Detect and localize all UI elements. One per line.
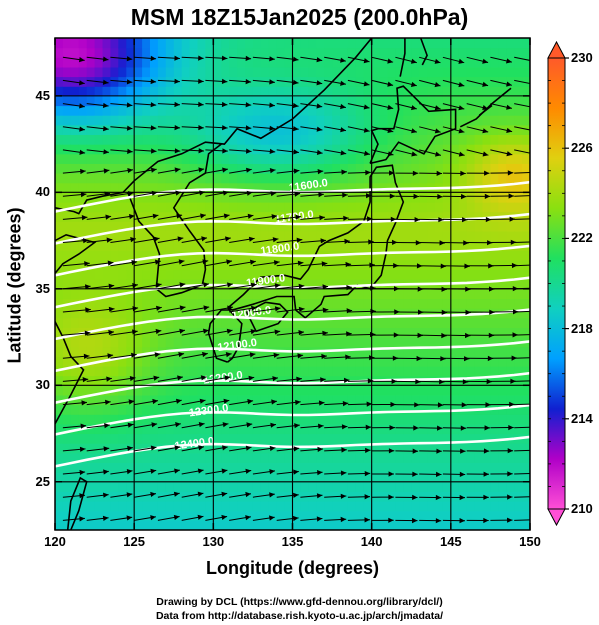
contour-label: 12000.0: [231, 304, 272, 321]
x-tick-label: 130: [202, 534, 225, 549]
contour-label: 12400.0: [174, 435, 215, 452]
axis-ticks: [54, 38, 531, 530]
x-tick-label: 145: [439, 534, 462, 549]
y-tick-label: 40: [35, 184, 50, 200]
colorbar-tick-label: 226: [571, 140, 593, 156]
chart-title: MSM 18Z15Jan2025 (200.0hPa): [130, 4, 469, 30]
contour-label: 11600.0: [288, 177, 328, 194]
colorbar-tick-label: 218: [571, 320, 593, 336]
credit-data: Data from http://database.rish.kyoto-u.a…: [155, 610, 444, 622]
contour-label: 12100.0: [217, 337, 258, 354]
y-tick-label: 35: [35, 280, 50, 296]
x-tick-label: 140: [360, 534, 383, 549]
colorbar-tick-label: 210: [571, 501, 593, 516]
wind-vectors: [62, 55, 530, 524]
x-tick-label: 135: [281, 534, 304, 549]
colorbar-tick-label: 214: [571, 410, 593, 426]
map-grid: [55, 38, 530, 530]
colorbar-tick-label: 222: [571, 230, 593, 246]
y-tick-label: 25: [35, 473, 50, 489]
x-tick-label: 150: [519, 534, 541, 549]
x-tick-label: 120: [44, 534, 66, 549]
y-tick-label: 30: [35, 377, 50, 393]
colorbar-min-arrow: [547, 508, 566, 527]
x-axis-label: Longitude (degrees): [205, 558, 379, 578]
colorbar-max-arrow: [547, 40, 566, 59]
contour-label: 12300.0: [188, 402, 229, 419]
y-axis-label: Latitude (degrees): [4, 207, 25, 364]
colorbar-ticks: [548, 57, 569, 510]
credit-drawing: Drawing by DCL (https://www.gfd-dennou.o…: [156, 596, 443, 608]
colorbar-tick-label: 230: [571, 50, 593, 65]
y-tick-label: 45: [35, 87, 50, 103]
x-tick-label: 125: [123, 534, 145, 549]
contour-label: 11800.0: [260, 240, 300, 257]
